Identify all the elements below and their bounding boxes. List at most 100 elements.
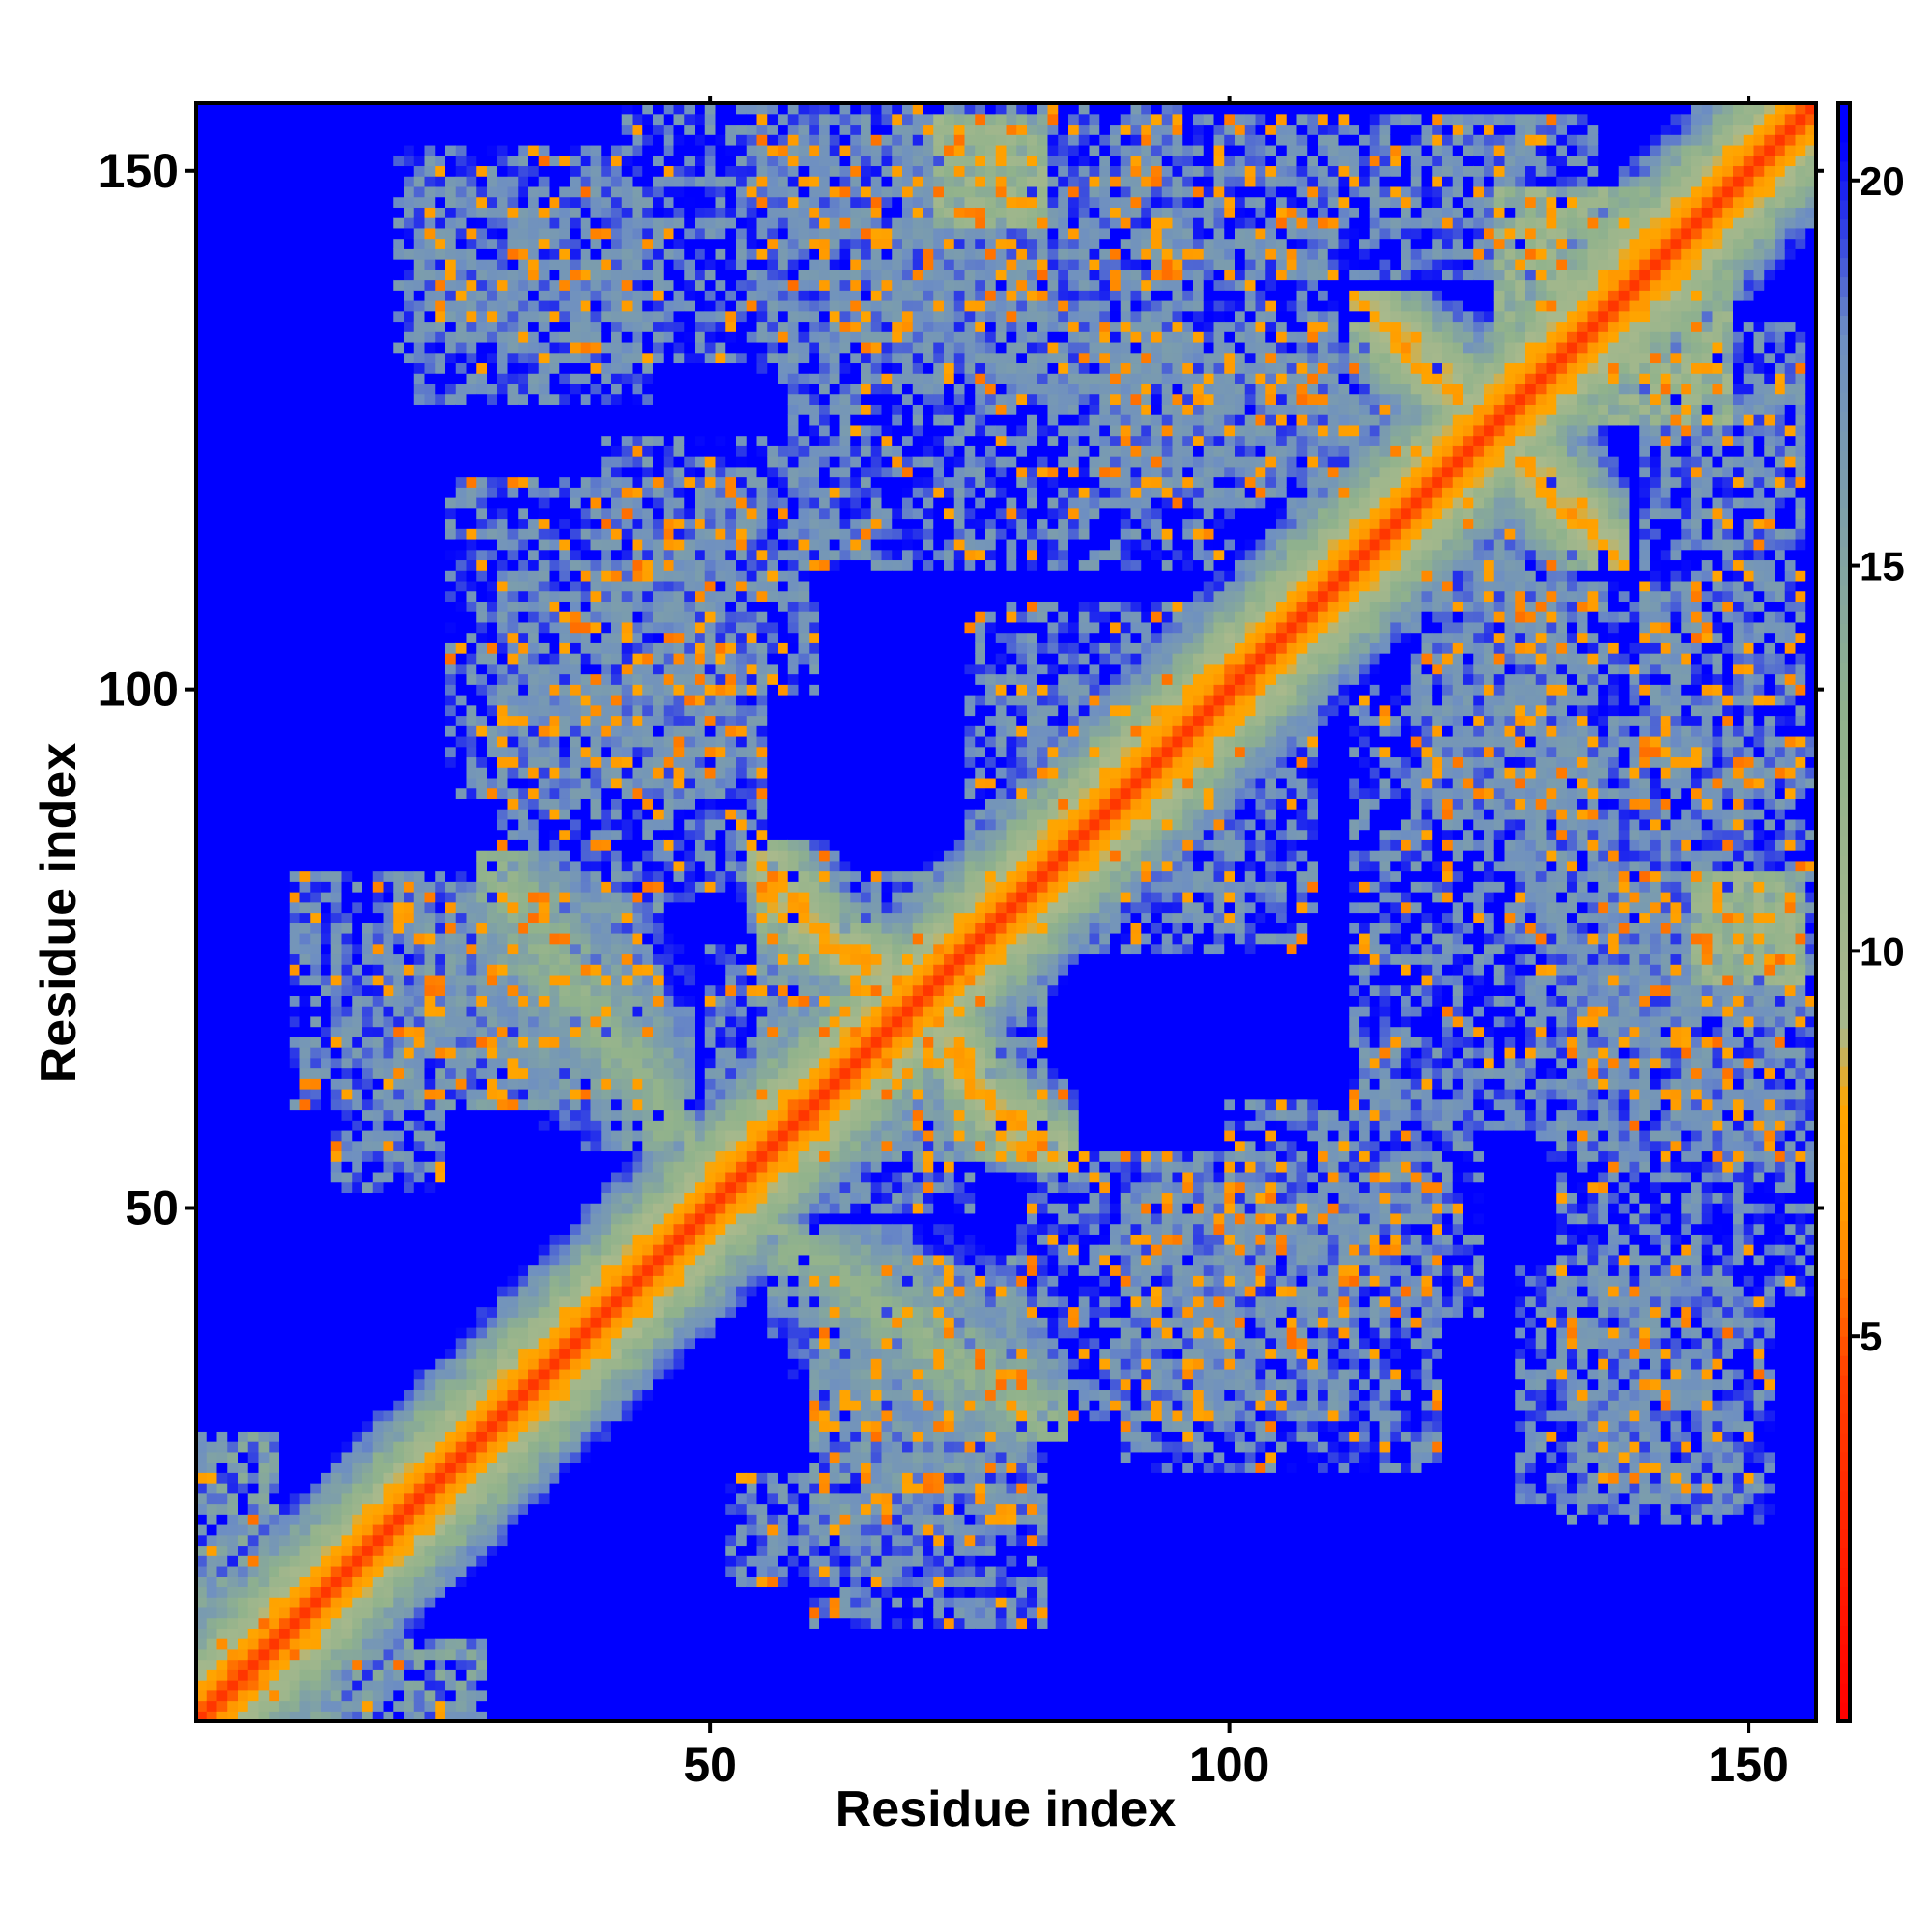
- heatmap-cell: [342, 207, 353, 217]
- heatmap-cell: [456, 850, 467, 861]
- heatmap-cell: [352, 975, 362, 985]
- heatmap-cell: [467, 1410, 477, 1421]
- heatmap-cell: [497, 1410, 508, 1421]
- heatmap-cell: [207, 280, 217, 291]
- heatmap-cell: [331, 1514, 342, 1524]
- heatmap-cell: [227, 642, 238, 653]
- heatmap-cell: [207, 570, 217, 581]
- heatmap-cell: [248, 736, 259, 747]
- heatmap-cell: [487, 1182, 497, 1193]
- heatmap-cell: [362, 591, 373, 602]
- heatmap-cell: [269, 217, 279, 228]
- heatmap-cell: [456, 436, 467, 446]
- heatmap-cell: [342, 1400, 353, 1410]
- heatmap-cell: [238, 788, 248, 799]
- heatmap-cell: [425, 1472, 436, 1483]
- heatmap-cell: [414, 591, 425, 602]
- heatmap-cell: [414, 601, 425, 611]
- heatmap-cell: [384, 871, 394, 882]
- heatmap-cell: [342, 342, 353, 353]
- heatmap-cell: [279, 1110, 290, 1121]
- heatmap-cell: [497, 508, 508, 519]
- heatmap-cell: [476, 1027, 487, 1037]
- heatmap-cell: [425, 467, 436, 477]
- heatmap-cell: [300, 1307, 311, 1318]
- heatmap-cell: [467, 477, 477, 488]
- heatmap-cell: [518, 1607, 528, 1618]
- heatmap-cell: [476, 1037, 487, 1047]
- heatmap-cell: [217, 1369, 228, 1379]
- heatmap-cell: [497, 985, 508, 996]
- heatmap-cell: [259, 736, 270, 747]
- heatmap-cell: [508, 892, 519, 902]
- heatmap-cell: [384, 176, 394, 186]
- heatmap-cell: [279, 1472, 290, 1483]
- heatmap-cell: [425, 633, 436, 643]
- heatmap-cell: [487, 591, 497, 602]
- heatmap-cell: [414, 436, 425, 446]
- heatmap-cell: [269, 581, 279, 591]
- heatmap-cell: [497, 725, 508, 736]
- heatmap-cell: [342, 975, 353, 985]
- heatmap-cell: [456, 124, 467, 134]
- heatmap-cell: [435, 1431, 445, 1441]
- heatmap-cell: [248, 788, 259, 799]
- heatmap-cell: [279, 839, 290, 850]
- heatmap-cell: [331, 1577, 342, 1587]
- heatmap-cell: [476, 487, 487, 497]
- heatmap-cell: [331, 539, 342, 550]
- heatmap-cell: [456, 798, 467, 809]
- heatmap-cell: [352, 1431, 362, 1441]
- heatmap-cell: [331, 953, 342, 964]
- heatmap-cell: [227, 331, 238, 342]
- heatmap-cell: [321, 695, 331, 705]
- heatmap-cell: [487, 1058, 497, 1068]
- heatmap-cell: [518, 124, 528, 134]
- heatmap-cell: [279, 1255, 290, 1265]
- heatmap-cell: [476, 778, 487, 788]
- heatmap-cell: [404, 591, 414, 602]
- heatmap-cell: [331, 788, 342, 799]
- heatmap-cell: [259, 1255, 270, 1265]
- heatmap-cell: [508, 1182, 519, 1193]
- heatmap-cell: [310, 124, 321, 134]
- heatmap-cell: [384, 1369, 394, 1379]
- heatmap-cell: [300, 1141, 311, 1151]
- heatmap-cell: [497, 809, 508, 819]
- heatmap-cell: [373, 1680, 384, 1690]
- heatmap-cell: [352, 1463, 362, 1473]
- heatmap-cell: [445, 1577, 456, 1587]
- heatmap-cell: [279, 1172, 290, 1182]
- heatmap-cell: [207, 1047, 217, 1058]
- heatmap-cell: [425, 270, 436, 280]
- heatmap-cell: [207, 342, 217, 353]
- heatmap-cell: [248, 404, 259, 414]
- heatmap-cell: [207, 165, 217, 176]
- heatmap-cell: [352, 964, 362, 975]
- heatmap-cell: [321, 176, 331, 186]
- heatmap-cell: [414, 487, 425, 497]
- heatmap-cell: [362, 1369, 373, 1379]
- heatmap-cell: [321, 975, 331, 985]
- heatmap-cell: [331, 985, 342, 996]
- heatmap-cell: [425, 186, 436, 197]
- heatmap-cell: [414, 186, 425, 197]
- heatmap-cell: [404, 1431, 414, 1441]
- heatmap-cell: [487, 300, 497, 311]
- heatmap-cell: [384, 1224, 394, 1235]
- heatmap-cell: [248, 550, 259, 560]
- heatmap-cell: [435, 1244, 445, 1255]
- heatmap-cell: [290, 1400, 300, 1410]
- heatmap-cell: [384, 559, 394, 570]
- heatmap-cell: [321, 1348, 331, 1358]
- heatmap-cell: [425, 1265, 436, 1276]
- heatmap-cell: [352, 1358, 362, 1369]
- heatmap-cell: [518, 248, 528, 259]
- heatmap-cell: [227, 591, 238, 602]
- heatmap-cell: [404, 1545, 414, 1555]
- heatmap-cell: [414, 902, 425, 913]
- heatmap-cell: [404, 933, 414, 944]
- heatmap-cell: [207, 1566, 217, 1577]
- heatmap-cell: [279, 1504, 290, 1515]
- heatmap-cell: [352, 373, 362, 384]
